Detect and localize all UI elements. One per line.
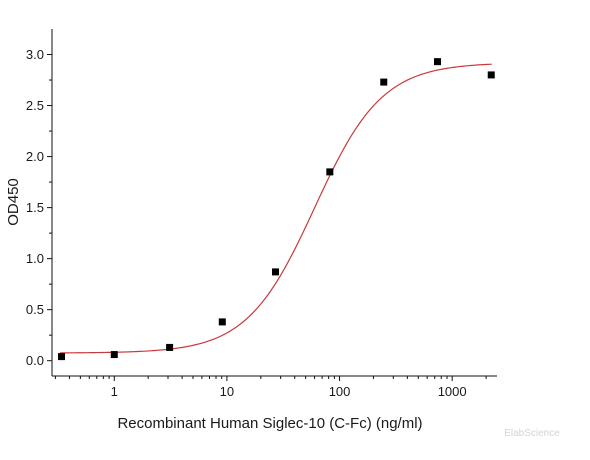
data-point — [218, 318, 226, 326]
watermark-text: ElabScience — [504, 428, 560, 439]
y-tick-label: 2.5 — [26, 98, 44, 113]
y-tick-label: 1.5 — [26, 200, 44, 215]
y-tick-label: 1.0 — [26, 251, 44, 266]
x-tick-label: 1000 — [438, 384, 467, 399]
data-point — [380, 78, 388, 86]
y-tick-label: 2.0 — [26, 149, 44, 164]
y-tick-label: 3.0 — [26, 47, 44, 62]
data-point — [166, 343, 174, 351]
plot-frame — [51, 29, 497, 377]
x-tick-label: 1 — [111, 384, 118, 399]
y-tick-label: 0.0 — [26, 353, 44, 368]
data-points — [57, 58, 495, 361]
data-point — [326, 168, 334, 176]
x-tick-label: 100 — [329, 384, 351, 399]
data-point — [271, 268, 279, 276]
x-axis-label: Recombinant Human Siglec-10 (C-Fc) (ng/m… — [117, 415, 422, 432]
fit-curve-layer — [60, 63, 492, 354]
x-axis-ticks: 1 10 100 1000 — [54, 376, 487, 399]
y-axis-ticks: 0.0 0.5 1.0 1.5 2.0 2.5 3.0 — [26, 47, 52, 368]
x-tick-label: 10 — [220, 384, 234, 399]
data-point — [110, 351, 118, 359]
y-axis-label: OD450 — [5, 178, 22, 226]
y-tick-label: 0.5 — [26, 302, 44, 317]
fit-curve-line — [60, 63, 492, 354]
data-point — [487, 71, 495, 79]
data-point — [57, 353, 65, 361]
data-point — [434, 58, 442, 66]
